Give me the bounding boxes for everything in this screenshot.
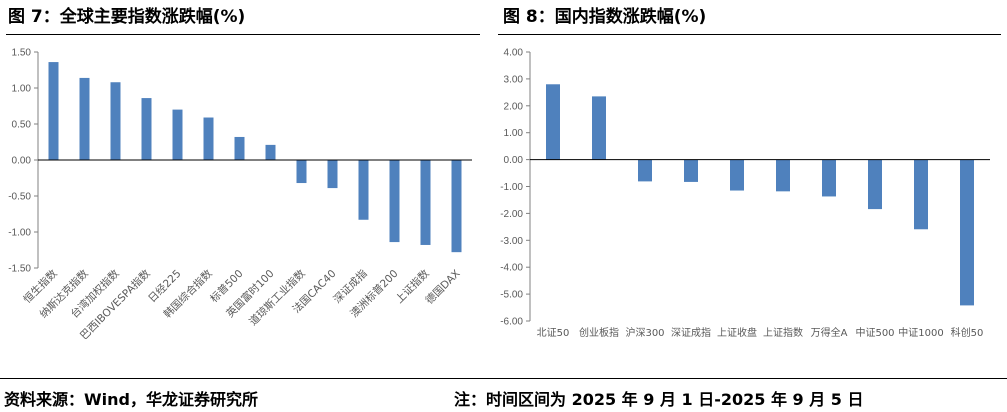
bar [684,159,698,182]
bar [822,159,836,197]
y-tick-label: -2.00 [500,209,523,220]
bar [914,159,928,230]
y-tick-label: 2.00 [504,101,524,112]
time-range-note: 注：时间区间为 2025 年 9 月 1 日-2025 年 9 月 5 日 [454,390,864,409]
footer-rule [0,378,1007,379]
left-chart: 1.50 1.00 0.50 0.00 -0.50 -1.00 -1.50 恒生指数 纳斯达克指… [0,36,482,376]
y-tick-label: 0.00 [12,156,32,167]
y-tick-label: 3.00 [504,74,524,85]
right-chart: 4.00 3.00 2.00 1.00 0.00 -1.00 -2.00 -3.00 -4.00… [490,36,1004,376]
y-tick-label: -6.00 [500,317,523,328]
y-tick-label: 0.50 [12,120,32,131]
right-title-rule [498,34,1001,35]
y-tick-label: -4.00 [500,263,523,274]
bar [327,160,338,189]
bar [358,160,369,220]
bar [730,159,744,191]
y-tick-label: 4.00 [504,48,524,59]
bar [592,96,606,160]
y-tick-label: -1.50 [8,264,31,275]
category-label: 北证50 [537,327,570,339]
bar [389,160,400,243]
bar [420,160,431,245]
category-label: 科创50 [951,326,984,339]
bar [79,77,90,160]
y-tick-label: 1.00 [12,84,32,95]
bar [172,109,183,160]
right-figure-title: 图 8：国内指数涨跌幅(%) [503,7,707,27]
bar [110,82,121,160]
category-label: 德国DAX [423,267,463,307]
bar [960,159,974,306]
bar [546,84,560,160]
category-label: 上证指数 [763,326,803,339]
y-tick-label: -5.00 [500,290,523,301]
bar [265,144,276,160]
y-tick-label: -1.00 [500,182,523,193]
source-note: 资料来源：Wind，华龙证券研究所 [4,390,258,409]
bar [638,159,652,182]
bar [296,160,307,184]
bar [776,159,790,192]
category-label: 中证500 [855,326,894,339]
category-label: 中证1000 [898,326,943,339]
y-tick-label: 0.00 [504,155,524,166]
category-label: 创业板指 [579,326,619,339]
bar [451,160,462,253]
bar [48,62,59,160]
y-tick-label: 1.50 [12,48,32,59]
y-tick-label: 1.00 [504,128,524,139]
bar [234,136,245,160]
left-title-rule [6,34,480,35]
y-tick-label: -0.50 [8,192,31,203]
left-figure-title: 图 7：全球主要指数涨跌幅(%) [8,7,246,27]
y-tick-label: -1.00 [8,228,31,239]
domestic-index-bar-chart: 4.00 3.00 2.00 1.00 0.00 -1.00 -2.00 -3.00 -4.00… [500,48,990,339]
category-label: 深证成指 [671,326,711,339]
category-label: 沪深300 [625,326,664,339]
bar [141,98,152,160]
bar [868,159,882,210]
y-tick-label: -3.00 [500,236,523,247]
global-index-bar-chart: 1.501.000.500.00-0.50-1.00-1.50恒生指数纳斯达克指… [8,48,472,342]
category-label: 万得全A [811,326,848,339]
bar [203,117,214,160]
category-label: 道琼斯工业指数 [246,267,308,329]
category-label: 上证收盘 [717,326,757,339]
